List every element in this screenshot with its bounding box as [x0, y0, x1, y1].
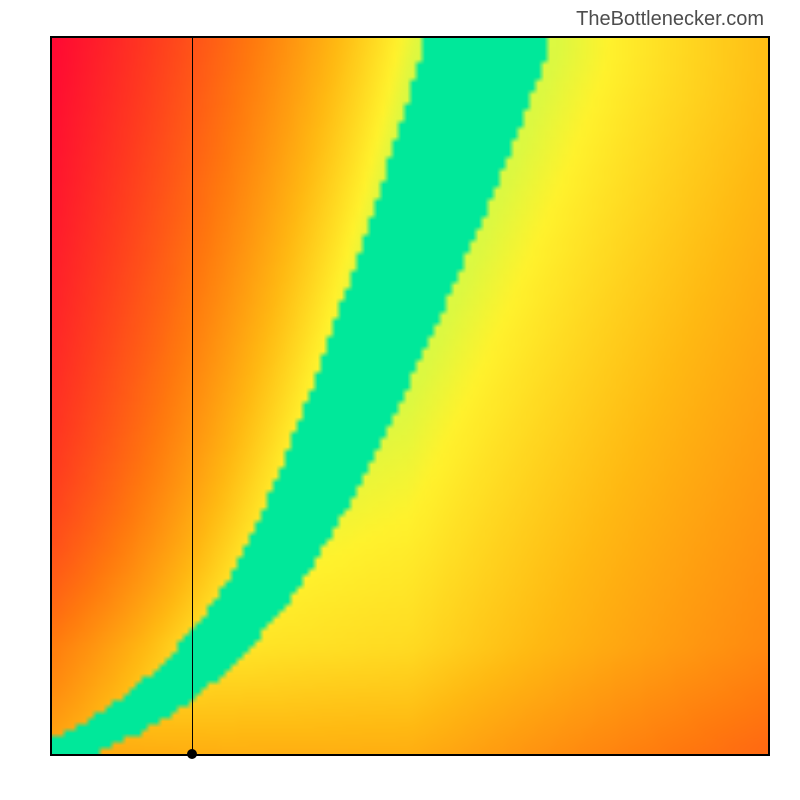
bottleneck-heatmap [52, 38, 768, 754]
marker-crosshair-vertical [192, 38, 193, 754]
y-axis-line [50, 36, 52, 756]
marker-dot [187, 749, 197, 759]
watermark-text: TheBottlenecker.com [576, 8, 764, 31]
x-axis-line [50, 754, 770, 756]
chart-container: { "watermark": { "text": "TheBottlenecke… [0, 0, 800, 800]
